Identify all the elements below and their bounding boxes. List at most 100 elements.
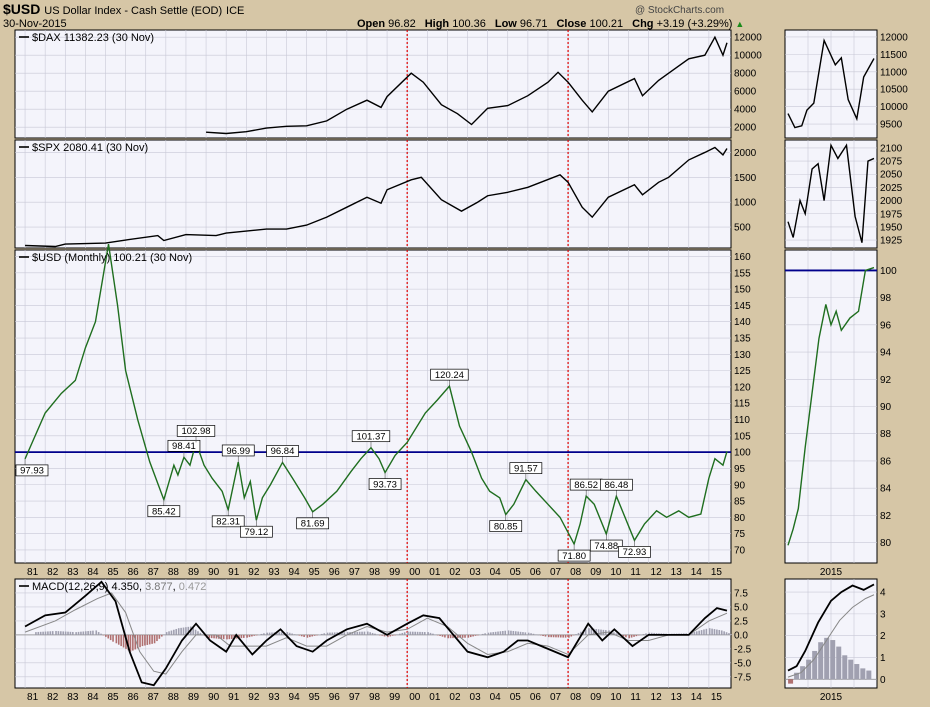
macd-hist-bar [278,632,281,635]
chart-symbol-header: $USD US Dollar Index - Cash Settle (EOD)… [3,1,244,17]
x-tick-label: 04 [490,692,502,703]
panel-usd-title: $USD (Monthly) 100.21 (30 Nov) [19,252,192,264]
macd-hist-bar [246,634,248,638]
panel-dax-title: $DAX 11382.23 (30 Nov) [19,32,154,44]
macd-hist-bar [411,631,414,635]
zoom-y-tick-label: 1925 [880,236,903,247]
macd-hist-bar [427,632,429,635]
macd-title-hist: 0.472 [179,581,207,593]
x-tick-label: 86 [128,567,140,578]
macd-hist-bar [439,634,441,636]
x-tick-label: 84 [87,692,99,703]
macd-hist-bar [432,633,434,635]
x-tick-label: 89 [188,567,200,578]
zoom-macd-hist-bar [824,637,830,680]
x-tick-label: 84 [87,567,99,578]
macd-hist-bar [192,628,194,635]
y-tick-label: 125 [734,366,751,377]
macd-signal-line [24,592,728,675]
macd-hist-bar [49,631,52,635]
macd-hist-bar [139,634,141,648]
macd-hist-bar [477,634,479,636]
macd-hist-bar [146,634,149,645]
y-tick-label: 10000 [734,51,762,62]
macd-hist-bar [535,634,537,635]
annotation-box [167,439,201,452]
x-tick-label: 00 [409,567,421,578]
macd-hist-bar [182,627,185,635]
spx-price-line [25,146,728,248]
annotation-label: 72.93 [623,547,647,558]
macd-hist-bar [228,634,231,640]
macd-hist-bar [716,629,718,635]
macd-hist-bar [75,632,77,635]
zoom-y-tick-label: 88 [880,429,892,440]
annotation-label: 120.24 [435,370,464,381]
macd-hist-bar [590,628,593,635]
macd-hist-bar [62,631,65,635]
zoom-y-tick-label: 2075 [880,157,903,168]
macd-hist-bar [199,632,202,635]
y-tick-label: 1500 [734,173,757,184]
macd-hist-bar [238,634,240,639]
macd-hist-bar [303,634,305,637]
x-tick-label: 01 [429,692,441,703]
macd-hist-bar [288,632,291,635]
x-axis-macd: 81 82 83 84 85 86 87 88 89 90 91 92 93 94 95 96 97 98 99 00… [27,692,843,703]
macd-hist-bar [700,630,703,635]
macd-hist-bar [127,634,130,651]
macd-hist-bar [47,631,49,635]
macd-hist-bar [401,632,404,635]
x-tick-label: 82 [47,692,59,703]
macd-hist-bar [208,634,211,638]
macd-hist-bar [502,630,504,635]
macd-hist-bar [449,634,452,639]
zoom-y-tick-label: 2050 [880,170,903,181]
macd-hist-bar [122,634,125,648]
macd-hist-bar [263,633,265,635]
macd-hist-bar [316,634,318,636]
macd-hist-bar [291,633,293,635]
zoom-macd-hist-bar [848,659,854,680]
annotation-box [589,539,623,552]
macd-hist-bar [84,631,87,635]
y-tick-label: 6000 [734,87,757,98]
x-tick-label: 97 [349,567,361,578]
x-tick-label: 83 [67,567,79,578]
ohlc-label-low: Low [494,18,520,30]
x-tick-label: 03 [470,567,482,578]
annotation-box [221,444,255,457]
zoom-y-tick-label: 4 [880,588,886,599]
zoom-y-tick-label: 9500 [880,120,903,131]
macd-hist-bar [584,629,587,635]
panel-title-text: $DAX 11382.23 (30 Nov) [32,32,154,44]
x-tick-label: 08 [570,567,582,578]
x-tick-label: 09 [590,692,602,703]
macd-hist-bar [87,631,89,635]
x-tick-label: 90 [208,567,220,578]
macd-hist-bar [635,634,638,637]
macd-hist-bar [67,631,69,635]
macd-hist-bar [374,633,376,635]
macd-hist-bar [129,634,132,652]
y-tick-label: -2.5 [734,644,752,655]
macd-hist-bar [479,634,482,636]
macd-hist-bar [615,633,618,635]
macd-hist-bar [180,627,182,635]
annotation-box [618,546,651,558]
zoom-y-tick-label: 86 [880,456,892,467]
macd-hist-bar [559,634,562,638]
macd-hist-bar [419,631,421,635]
zoom-macd-hist-bar [860,668,866,680]
macd-hist-bar [134,634,137,650]
annotation-label: 93.73 [373,479,397,490]
ohlc-value-chg: +3.19 (+3.29%) [656,18,733,30]
x-tick-label: 06 [530,692,542,703]
macd-hist-bar [648,632,651,635]
macd-hist-bar [490,632,492,635]
annotation-box [368,478,402,490]
macd-hist-bar [472,634,474,637]
x-tick-label: 06 [530,567,542,578]
x-tick-label: 08 [570,692,582,703]
macd-hist-bar [494,631,497,635]
